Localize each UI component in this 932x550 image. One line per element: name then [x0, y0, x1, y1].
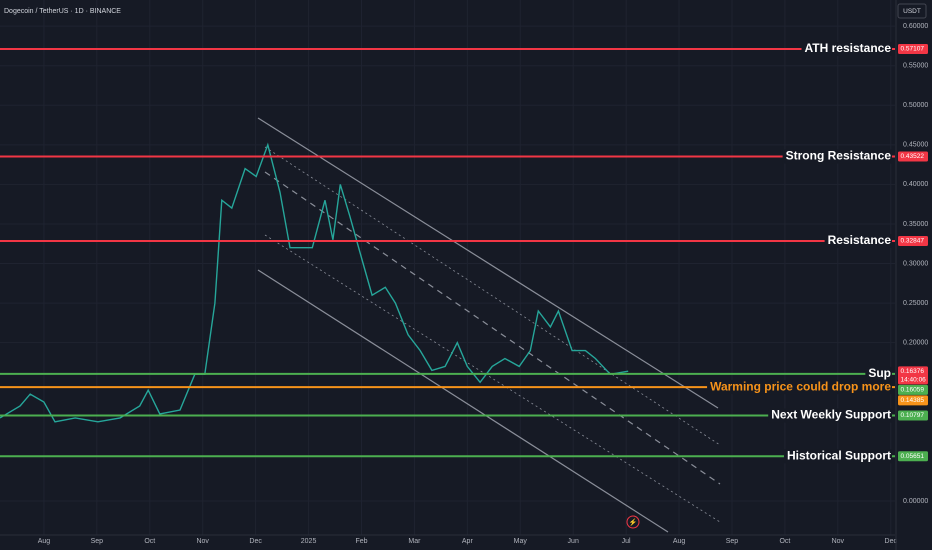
- level-label: ATH resistance: [805, 41, 892, 55]
- chart-title: Dogecoin / TetherUS · 1D · BINANCE: [4, 8, 121, 15]
- level-label-bg: [768, 408, 892, 423]
- x-tick-label: Dec: [885, 538, 898, 545]
- price-line: [0, 142, 629, 423]
- x-tick-label: Nov: [196, 538, 209, 545]
- x-tick-label: Jun: [568, 538, 579, 545]
- level-label: Resistance: [828, 233, 892, 247]
- price-tag: [898, 151, 928, 162]
- currency-label[interactable]: USDT: [903, 8, 921, 15]
- level-label: Strong Resistance: [786, 149, 892, 163]
- y-tick-label: 0.30000: [903, 260, 928, 267]
- x-tick-label: Oct: [144, 538, 155, 545]
- price-tag: [898, 44, 928, 55]
- level-label-bg: [707, 380, 892, 395]
- level-label: Next Weekly Support: [771, 408, 891, 422]
- price-tag-label: 0.16376: [901, 368, 925, 375]
- channel-quarter: [264, 146, 721, 446]
- level-label-bg: [783, 449, 892, 464]
- y-tick-label: 0.45000: [903, 142, 928, 149]
- grid: [0, 0, 895, 535]
- price-tag: [898, 410, 928, 421]
- x-tick-label: Oct: [779, 538, 790, 545]
- x-tick-label: 2025: [301, 538, 317, 545]
- channel: [257, 117, 721, 533]
- price-tag-label: 0.43522: [901, 153, 925, 160]
- event-icon-glyph[interactable]: ⚡: [629, 517, 638, 526]
- channel-upper: [257, 117, 719, 409]
- level-label: Warming price could drop more: [710, 379, 891, 393]
- y-tick-label: 0.35000: [903, 221, 928, 228]
- level-label: Historical Support: [787, 448, 891, 462]
- level-label-bg: [782, 149, 892, 164]
- channel-lower: [257, 269, 669, 533]
- x-tick-label: Feb: [355, 538, 367, 545]
- y-tick-label: 0.00000: [903, 498, 928, 505]
- level-label: Sup: [868, 366, 891, 380]
- price-tag-label: 0.10797: [901, 412, 925, 419]
- event-icon[interactable]: [626, 515, 640, 529]
- y-tick-label: 0.25000: [903, 300, 928, 307]
- price-tag: [898, 366, 928, 385]
- price-tag-label: 0.16059: [901, 387, 925, 394]
- price-tag-label: 0.32847: [901, 238, 925, 245]
- countdown-label: 14:40:06: [901, 377, 927, 384]
- price-tag: [898, 451, 928, 462]
- y-tick-label: 0.20000: [903, 340, 928, 347]
- y-tick-label: 0.40000: [903, 181, 928, 188]
- x-tick-label: Sep: [726, 538, 739, 545]
- price-tag-label: 0.57107: [901, 46, 925, 53]
- x-tick-label: Aug: [38, 538, 51, 545]
- price-tag-label: 0.05651: [901, 453, 925, 460]
- currency-button[interactable]: [897, 3, 927, 19]
- price-tag: [898, 236, 928, 247]
- x-tick-label: Nov: [832, 538, 845, 545]
- x-tick-label: Sep: [91, 538, 104, 545]
- x-tick-label: Aug: [673, 538, 686, 545]
- y-tick-label: 0.50000: [903, 102, 928, 109]
- x-tick-label: Mar: [408, 538, 421, 545]
- x-tick-label: Jul: [622, 538, 631, 545]
- y-tick-label: 0.55000: [903, 63, 928, 70]
- price-tag-label: 0.14385: [901, 397, 925, 404]
- x-tick-label: Apr: [462, 538, 474, 545]
- x-tick-label: Dec: [249, 538, 262, 545]
- channel-mid: [264, 171, 721, 485]
- level-label-bg: [865, 366, 892, 381]
- level-label-bg: [801, 42, 892, 57]
- price-tag: [898, 395, 928, 406]
- level-label-bg: [824, 234, 892, 249]
- x-tick-label: May: [514, 538, 528, 545]
- y-tick-label: 0.60000: [903, 23, 928, 30]
- price-tag: [898, 384, 928, 395]
